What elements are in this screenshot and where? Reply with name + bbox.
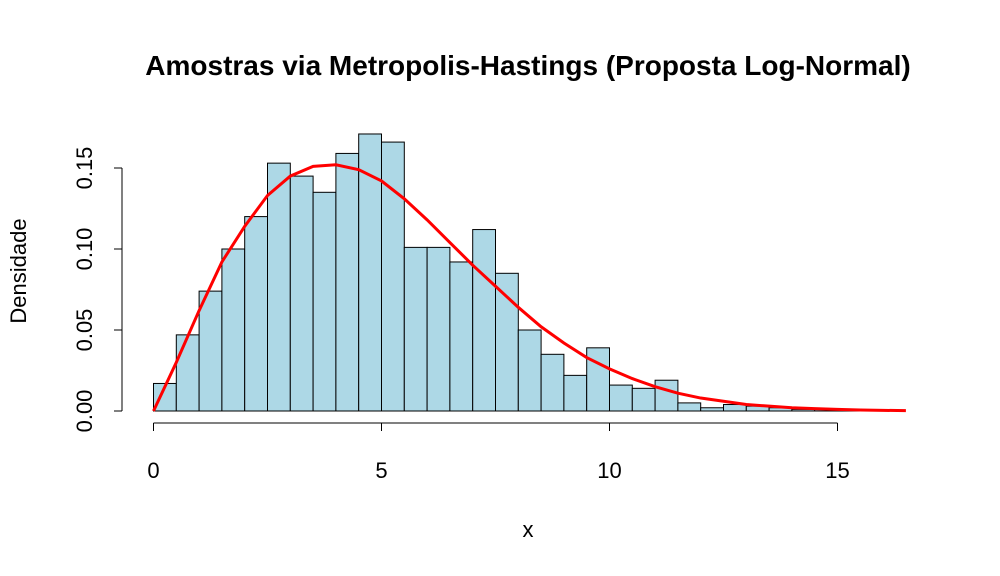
y-tick-label: 0.00 xyxy=(72,390,97,433)
y-tick-label: 0.05 xyxy=(72,309,97,352)
histogram-bar xyxy=(631,387,656,412)
histogram-bar xyxy=(540,353,565,412)
density-curve xyxy=(152,163,906,413)
histogram-bar xyxy=(403,246,428,412)
x-axis: 0 5 10 15 xyxy=(147,422,850,483)
histogram-bar xyxy=(175,334,200,412)
histogram-bar xyxy=(335,152,360,412)
histogram-bar xyxy=(198,290,223,412)
histogram-bar xyxy=(449,261,474,412)
y-tick-label: 0.10 xyxy=(72,228,97,271)
histogram-bar xyxy=(244,216,268,412)
histogram-bar xyxy=(586,347,611,412)
chart-title: Amostras via Metropolis-Hastings (Propos… xyxy=(145,50,910,81)
histogram-bars xyxy=(153,133,861,412)
y-axis: 0.00 0.05 0.10 0.15 xyxy=(72,147,123,433)
histogram-bar xyxy=(517,329,542,412)
x-tick-label: 15 xyxy=(825,458,849,483)
histogram-bar xyxy=(609,384,633,412)
histogram-bar xyxy=(472,229,497,412)
histogram-bar xyxy=(495,272,519,412)
histogram-bar xyxy=(700,407,725,412)
histogram-bar xyxy=(654,379,679,412)
histogram-bar xyxy=(677,402,702,412)
x-tick-label: 5 xyxy=(375,458,387,483)
density-curve-layer xyxy=(152,163,906,413)
histogram-bar xyxy=(289,175,314,412)
y-tick-label: 0.15 xyxy=(72,147,97,190)
histogram-bar xyxy=(221,248,246,412)
x-axis-label: x xyxy=(523,517,534,542)
histogram-bar xyxy=(426,246,451,412)
histogram-bar xyxy=(267,162,291,412)
histogram-bar xyxy=(312,191,337,412)
x-tick-label: 0 xyxy=(147,458,159,483)
y-axis-label: Densidade xyxy=(6,218,31,323)
x-tick-label: 10 xyxy=(597,458,621,483)
histogram-bar xyxy=(563,374,588,412)
